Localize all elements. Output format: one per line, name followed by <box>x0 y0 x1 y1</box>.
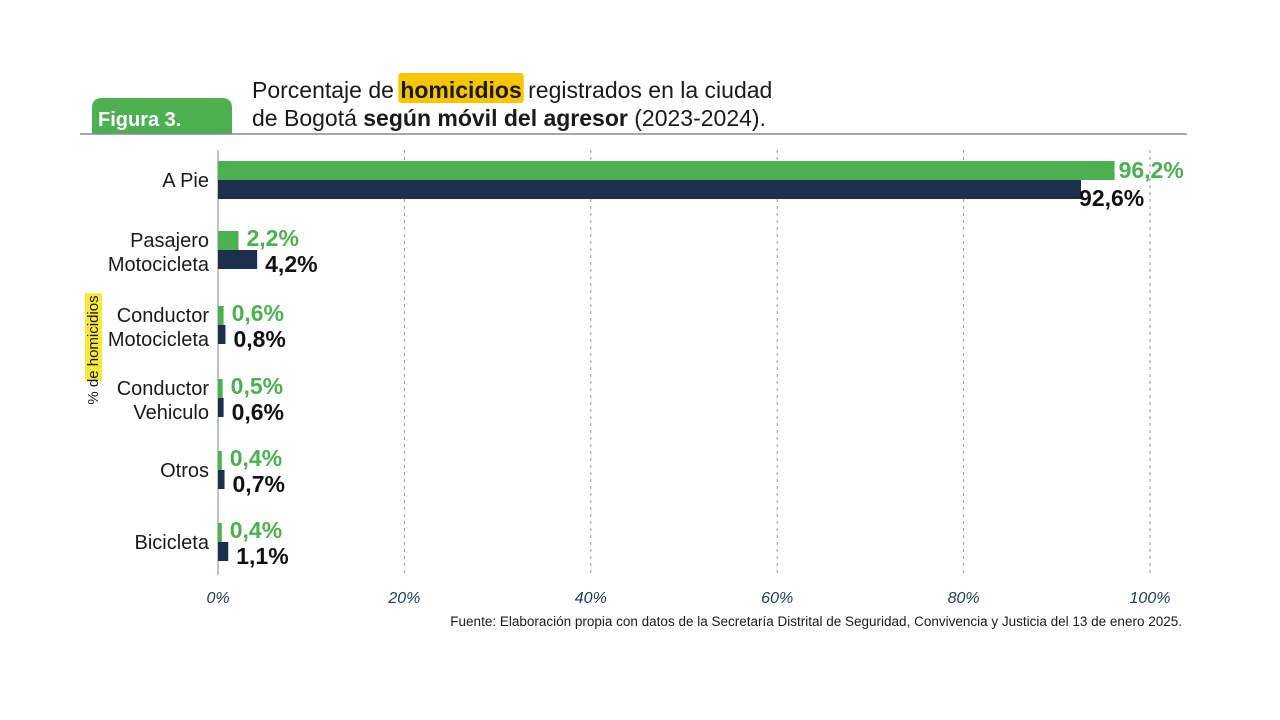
x-tick-labels: 0% 20% 40% 60% 80% 100% <box>206 590 1170 607</box>
figure-label: Figura 3. <box>98 109 181 131</box>
source-note: Fuente: Elaboración propia con datos de … <box>450 614 1182 629</box>
value-label-series-2: 0,7% <box>233 471 285 497</box>
value-label-series-1: 0,5% <box>231 373 283 399</box>
x-tick-label: 100% <box>1130 590 1171 607</box>
x-tick-label: 20% <box>387 590 420 607</box>
value-label-series-1: 0,4% <box>230 517 282 543</box>
bar-series-1 <box>218 523 222 542</box>
category-label: Motocicleta <box>108 254 210 276</box>
bar-series-1 <box>218 231 239 250</box>
value-label-series-2: 4,2% <box>265 251 317 277</box>
bar-series-1 <box>218 451 222 470</box>
gridlines <box>403 150 1151 575</box>
value-label-series-1: 96,2% <box>1119 157 1184 183</box>
x-tick-label: 0% <box>206 590 229 607</box>
bar-series-2 <box>218 180 1082 199</box>
bar-series-2 <box>218 470 225 489</box>
bars <box>218 161 1115 561</box>
title-line2-bold: según móvil del agresor <box>363 105 628 131</box>
category-label: Conductor <box>117 378 210 400</box>
title-highlight <box>398 73 524 103</box>
value-label-series-2: 1,1% <box>236 543 288 569</box>
value-label-series-2: 92,6% <box>1079 185 1144 211</box>
bar-series-2 <box>218 542 229 561</box>
y-axis-label-group: % de homicidios <box>85 293 102 405</box>
category-label: Otros <box>160 460 209 482</box>
bar-series-2 <box>218 325 226 344</box>
bar-series-2 <box>218 250 258 269</box>
y-axis-label-highlight <box>85 293 102 381</box>
value-label-series-2: 0,8% <box>233 326 285 352</box>
category-labels: A PiePasajeroMotocicletaConductorMotocic… <box>108 170 210 554</box>
figure-badge-shape <box>92 98 232 134</box>
value-label-series-2: 0,6% <box>232 399 284 425</box>
category-label: Pasajero <box>130 230 209 252</box>
value-label-series-1: 0,4% <box>230 445 282 471</box>
x-tick-label: 80% <box>948 590 980 607</box>
category-label: Conductor <box>117 305 210 327</box>
title-line2-pre: de Bogotá <box>252 105 363 131</box>
value-label-series-1: 0,6% <box>232 300 284 326</box>
bar-series-2 <box>218 398 224 417</box>
x-tick-label: 40% <box>575 590 607 607</box>
figure-badge: Figura 3. <box>92 98 232 134</box>
bar-series-1 <box>218 306 224 325</box>
title-line1-pre: Porcentaje de <box>252 77 400 103</box>
y-axis-label: % de homicidios <box>85 295 102 404</box>
category-label: Motocicleta <box>108 329 210 351</box>
chart-title-line2: de Bogotá según móvil del agresor (2023-… <box>252 105 766 131</box>
chart-title-line1: Porcentaje de homicidios registrados en … <box>252 77 772 103</box>
x-tick-label: 60% <box>761 590 793 607</box>
category-label: Vehiculo <box>133 402 209 424</box>
title-line2-post: (2023-2024). <box>628 105 766 131</box>
title-highlight-word: homicidios <box>400 77 521 103</box>
category-label: A Pie <box>162 170 209 192</box>
bar-series-1 <box>218 161 1115 180</box>
value-label-series-1: 2,2% <box>247 225 299 251</box>
value-labels: 96,2%92,6%2,2%4,2%0,6%0,8%0,5%0,6%0,4%0,… <box>230 157 1184 569</box>
title-line1-post: registrados en la ciudad <box>522 77 773 103</box>
bar-series-1 <box>218 379 223 398</box>
category-label: Bicicleta <box>135 532 210 554</box>
